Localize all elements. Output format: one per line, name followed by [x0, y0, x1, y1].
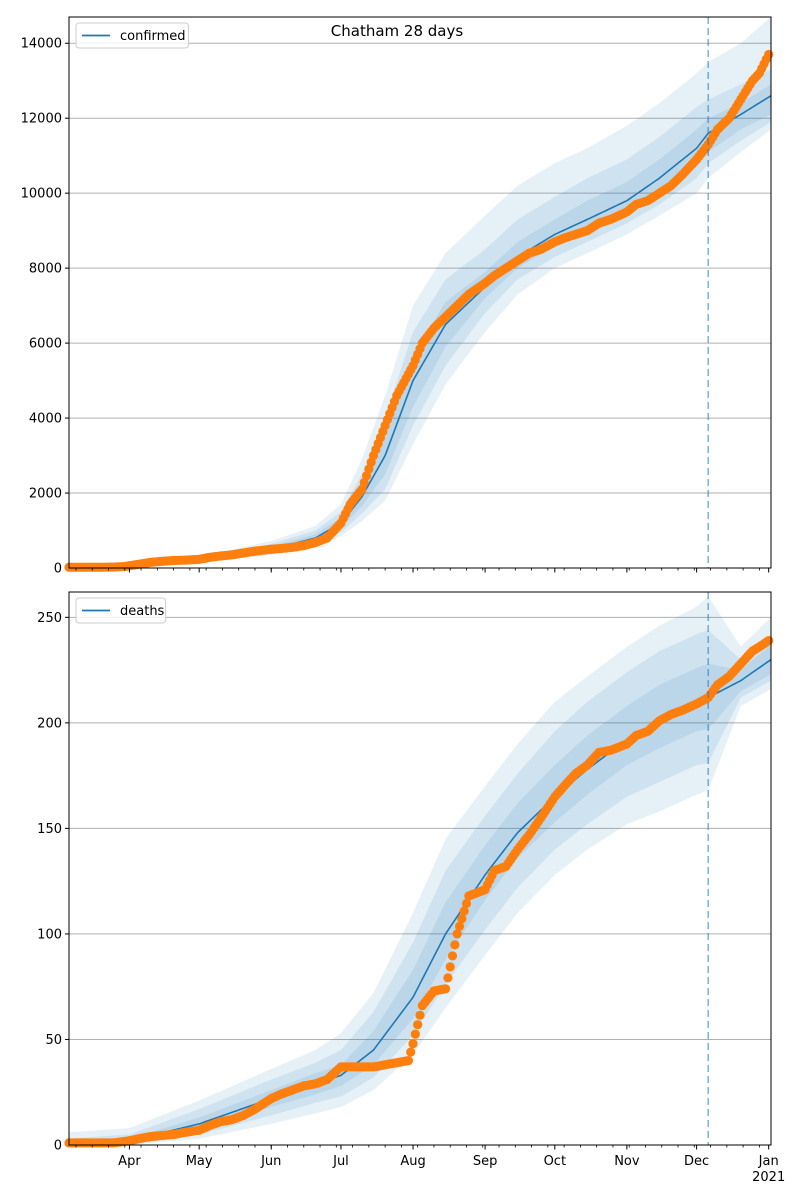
y-tick-label: 0: [54, 1139, 62, 1154]
chart-title: Chatham 28 days: [331, 22, 464, 40]
observed-point: [457, 914, 467, 924]
observed-point: [459, 906, 469, 916]
y-tick-label: 150: [37, 822, 62, 837]
uncertainty-band-outer: [69, 596, 771, 1145]
y-tick-label: 50: [45, 1033, 62, 1048]
x-tick-label: Jan: [758, 1154, 779, 1169]
legend-box: [75, 22, 189, 49]
observed-point: [415, 1010, 425, 1020]
axes-frame: [68, 591, 772, 1146]
x-tick-label: Jul: [332, 1154, 349, 1169]
y-tick-label: 14000: [21, 37, 62, 52]
deaths-panel: 0 50 100 150 200 250 Apr May Jun Jul Aug Sep Oct Nov D…: [37, 591, 785, 1185]
observed-point: [445, 962, 455, 972]
x-tick-label: Aug: [400, 1154, 425, 1169]
observed-point: [410, 1029, 420, 1039]
observed-point: [406, 1047, 416, 1057]
x-tick-label: Nov: [614, 1154, 640, 1169]
y-tick-label: 10000: [21, 187, 62, 202]
observed-point: [764, 635, 774, 646]
y-tick-label: 200: [37, 716, 62, 731]
y-tick-label: 6000: [29, 337, 62, 352]
observed-point: [447, 951, 458, 961]
y-tick-label: 100: [37, 927, 62, 942]
uncertainty-band-inner: [69, 644, 771, 1145]
axes-frame: [68, 16, 772, 569]
y-tick-label: 0: [54, 562, 62, 577]
x-tick-label: Apr: [118, 1154, 141, 1169]
x-tick-label: May: [186, 1154, 213, 1169]
uncertainty-band-inner: [69, 84, 771, 568]
y-tick-label: 2000: [29, 487, 62, 502]
observed-point: [764, 49, 774, 60]
observed-point: [450, 940, 460, 950]
observed-point: [440, 984, 451, 994]
observed-point: [403, 1055, 413, 1066]
observed-point: [454, 921, 465, 931]
x-tick-label: Sep: [473, 1154, 498, 1169]
uncertainty-band-outer: [69, 17, 771, 568]
observed-point: [413, 1020, 423, 1030]
x-tick-year-label: 2021: [752, 1170, 785, 1185]
y-tick-label: 8000: [29, 262, 62, 277]
x-tick-label: Dec: [684, 1154, 709, 1169]
observed-point: [408, 1039, 418, 1049]
legend-box: [75, 597, 167, 624]
observed-point: [452, 929, 462, 939]
x-tick-label: Oct: [544, 1154, 566, 1169]
y-tick-label: 12000: [21, 112, 62, 127]
legend-label: confirmed: [120, 29, 186, 44]
x-tick-label: Jun: [260, 1154, 281, 1169]
observed-point: [461, 898, 472, 909]
y-tick-label: 250: [37, 611, 62, 626]
confirmed-panel: 0 2000 4000 6000 8000 10000 12000 14000 Chatham …: [21, 16, 774, 577]
legend-label: deaths: [120, 604, 165, 619]
observed-point: [443, 973, 453, 983]
y-tick-label: 4000: [29, 412, 62, 427]
uncertainty-band-mid: [69, 69, 771, 568]
